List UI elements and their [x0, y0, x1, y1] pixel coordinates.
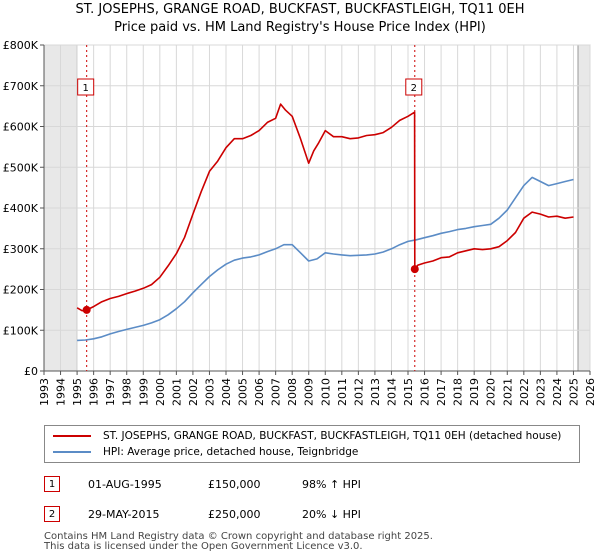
x-tick-label: 2002: [187, 378, 200, 406]
y-tick-label: £400K: [3, 202, 39, 215]
x-tick-label: 2016: [419, 378, 432, 406]
sale-price: £150,000: [208, 477, 261, 491]
hpi-series-line: [77, 176, 574, 342]
sale-number-badge: 2: [44, 506, 60, 522]
sale-date: 01-AUG-1995: [88, 477, 162, 491]
x-tick-label: 2005: [237, 378, 250, 406]
x-tick-label: 2018: [452, 378, 465, 406]
x-tick-label: 2011: [336, 378, 349, 406]
sale-label-box: [405, 78, 423, 96]
sale-point: [410, 265, 419, 274]
footer: Contains HM Land Registry data © Crown c…: [44, 532, 433, 552]
x-tick-label: 2025: [567, 378, 580, 406]
x-tick-label: 2010: [319, 378, 332, 406]
x-tick-label: 2006: [253, 378, 266, 406]
legend-item-hpi: HPI: Average price, detached house, Teig…: [53, 444, 358, 460]
y-tick-label: £0: [24, 365, 38, 378]
x-tick-label: 2000: [154, 378, 167, 406]
y-tick-label: £300K: [3, 243, 39, 256]
sale-price: £250,000: [208, 507, 261, 521]
legend-item-property: ST. JOSEPHS, GRANGE ROAD, BUCKFAST, BUCK…: [53, 428, 561, 444]
property-series-line: [76, 103, 574, 312]
sale-label-number: 2: [411, 83, 417, 94]
x-tick-label: 2019: [468, 378, 481, 406]
y-tick-label: £500K: [3, 161, 39, 174]
y-tick-label: £100K: [3, 324, 39, 337]
sale-row: 2 29-MAY-2015 £250,000 20% ↓ HPI: [44, 504, 361, 524]
footer-licence: This data is licensed under the Open Gov…: [44, 541, 363, 552]
sale-point: [82, 305, 91, 314]
y-tick-label: £600K: [3, 121, 39, 134]
x-tick-label: 2026: [584, 378, 597, 406]
legend: ST. JOSEPHS, GRANGE ROAD, BUCKFAST, BUCK…: [44, 425, 580, 463]
x-tick-label: 1998: [121, 378, 134, 406]
sale-number-badge: 1: [44, 476, 60, 492]
sale-label-number: 1: [82, 83, 88, 94]
y-tick-label: £800K: [3, 39, 39, 52]
y-tick-label: £700K: [3, 80, 39, 93]
x-tick-label: 2024: [551, 378, 564, 406]
x-tick-label: 2023: [534, 378, 547, 406]
legend-swatch-blue: [53, 451, 91, 453]
x-tick-label: 2022: [518, 378, 531, 406]
sale-hpi-delta: 98% ↑ HPI: [302, 477, 361, 491]
legend-label-hpi: HPI: Average price, detached house, Teig…: [103, 446, 359, 458]
x-tick-label: 1999: [137, 378, 150, 406]
x-tick-label: 1995: [71, 378, 84, 406]
x-tick-label: 2014: [385, 378, 398, 406]
x-tick-label: 2001: [170, 378, 183, 406]
x-tick-label: 2015: [402, 378, 415, 406]
sale-label-box: [77, 78, 95, 96]
x-tick-label: 1993: [38, 378, 51, 406]
x-tick-label: 2007: [270, 378, 283, 406]
x-tick-label: 1994: [55, 378, 68, 406]
sale-date: 29-MAY-2015: [88, 507, 160, 521]
price-chart: £0 £100K £200K £300K £400K £500K £600K £700K £80…: [3, 39, 597, 406]
legend-label-property: ST. JOSEPHS, GRANGE ROAD, BUCKFAST, BUCK…: [103, 430, 562, 442]
x-tick-label: 2009: [303, 378, 316, 406]
x-tick-label: 2013: [369, 378, 382, 406]
chart-title: ST. JOSEPHS, GRANGE ROAD, BUCKFAST, BUCK…: [75, 2, 525, 17]
x-tick-label: 1997: [104, 378, 117, 406]
x-tick-label: 2017: [435, 378, 448, 406]
x-tick-label: 2021: [501, 378, 514, 406]
legend-swatch-red: [53, 435, 91, 437]
x-tick-label: 1996: [88, 378, 101, 406]
chart-subtitle: Price paid vs. HM Land Registry's House …: [114, 20, 486, 35]
x-tick-label: 2012: [352, 378, 365, 406]
x-tick-label: 2008: [286, 378, 299, 406]
x-tick-label: 2004: [220, 378, 233, 406]
y-tick-label: £200K: [3, 284, 39, 297]
x-tick-label: 2003: [203, 378, 216, 406]
x-tick-label: 2020: [485, 378, 498, 406]
footer-copyright: Contains HM Land Registry data © Crown c…: [44, 531, 433, 542]
sale-row: 1 01-AUG-1995 £150,000 98% ↑ HPI: [44, 474, 361, 494]
sale-hpi-delta: 20% ↓ HPI: [302, 507, 361, 521]
